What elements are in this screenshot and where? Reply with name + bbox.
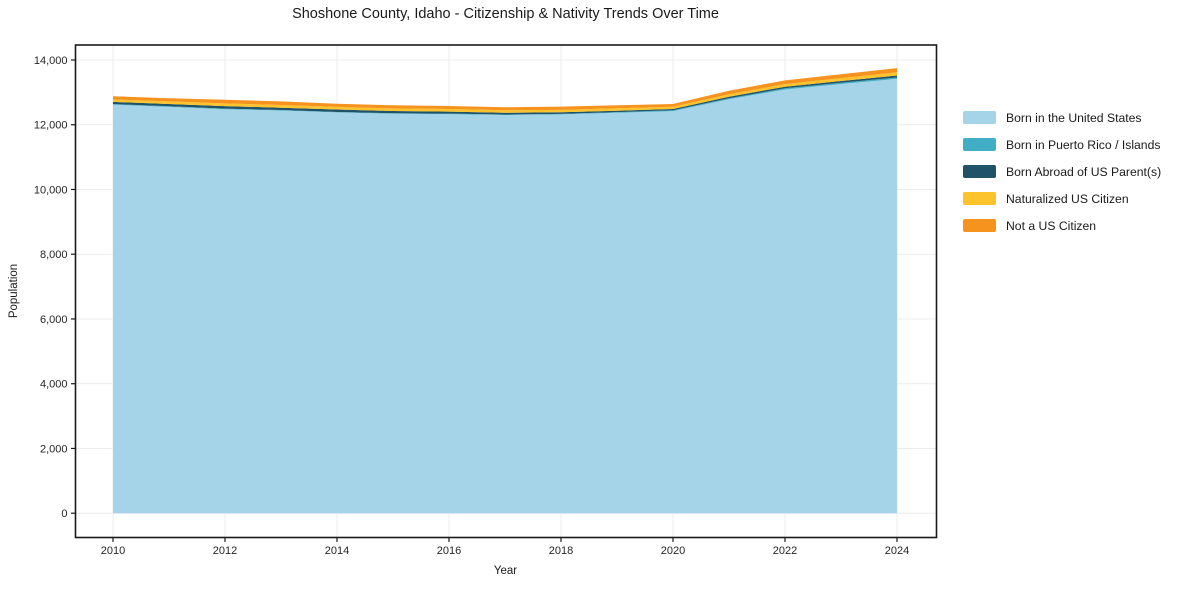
legend-swatch-icon	[963, 138, 996, 151]
x-tick-label: 2020	[661, 545, 685, 557]
legend-item-born-abroad-of-us-parent-s: Born Abroad of US Parent(s)	[963, 158, 1161, 185]
x-axis-label: Year	[493, 565, 518, 577]
area-born-abroad-of-us-parent-s	[113, 75, 897, 115]
area-born-in-puerto-rico-islands	[113, 77, 897, 115]
y-tick-label: 8,000	[40, 249, 68, 261]
area-born-in-the-united-states	[113, 78, 897, 514]
x-tick-label: 2014	[325, 545, 349, 557]
legend-label: Born in the United States	[1006, 110, 1142, 125]
x-tick-label: 2012	[213, 545, 237, 557]
chart-title: Shoshone County, Idaho - Citizenship & N…	[292, 6, 719, 22]
plot-border	[74, 44, 938, 539]
y-tick-label: 4,000	[40, 379, 68, 391]
legend-item-born-in-the-united-states: Born in the United States	[963, 104, 1161, 131]
axis-ticks: 0 2,000 4,000 6,000 8,000 10,000 12,000 14,000 2…	[34, 55, 909, 557]
x-tick-label: 2018	[549, 545, 573, 557]
x-tick-label: 2016	[437, 545, 461, 557]
y-tick-label: 0	[61, 508, 67, 520]
y-tick-label: 6,000	[40, 314, 68, 326]
legend-label: Born in Puerto Rico / Islands	[1006, 137, 1161, 152]
legend-label: Not a US Citizen	[1006, 218, 1097, 233]
y-tick-label: 2,000	[40, 443, 68, 455]
legend: Born in the United States Born in Puerto …	[963, 104, 1161, 239]
area-naturalized-us-citizen	[113, 72, 897, 113]
legend-label: Naturalized US Citizen	[1006, 191, 1129, 206]
y-tick-label: 10,000	[34, 184, 68, 196]
x-tick-label: 2024	[885, 545, 909, 557]
legend-item-naturalized-us-citizen: Naturalized US Citizen	[963, 185, 1161, 212]
legend-item-not-a-us-citizen: Not a US Citizen	[963, 212, 1161, 239]
legend-swatch-icon	[963, 111, 996, 124]
stacked-areas	[113, 68, 897, 514]
legend-item-born-in-puerto-rico-islands: Born in Puerto Rico / Islands	[963, 131, 1161, 158]
x-tick-label: 2010	[101, 545, 125, 557]
legend-swatch-icon	[963, 219, 996, 232]
legend-label: Born Abroad of US Parent(s)	[1006, 164, 1162, 179]
x-tick-label: 2022	[773, 545, 797, 557]
y-tick-label: 12,000	[34, 120, 68, 132]
legend-swatch-icon	[963, 192, 996, 205]
area-not-a-us-citizen	[113, 68, 897, 111]
y-tick-label: 14,000	[34, 55, 68, 67]
legend-swatch-icon	[963, 165, 996, 178]
